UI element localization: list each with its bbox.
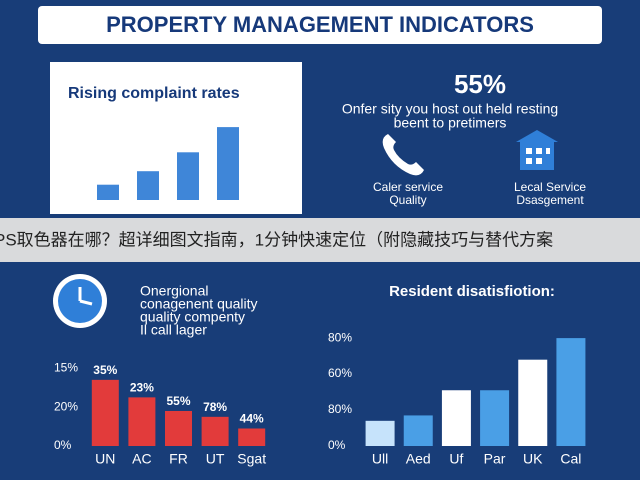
- clock-icon: [53, 274, 107, 328]
- bar: [238, 428, 266, 446]
- service-label: Quality: [389, 193, 426, 207]
- highlight-text: beent to pretimers: [394, 115, 507, 131]
- title-bar: [38, 6, 602, 44]
- annotation: 35%: [93, 363, 117, 377]
- bar: [403, 415, 433, 446]
- y-tick-label: 15%: [54, 360, 78, 374]
- quality-text: Il call lager: [140, 322, 207, 338]
- bar: [177, 152, 199, 200]
- quality-text: Onergional: [140, 283, 209, 299]
- bar: [518, 359, 548, 446]
- x-tick-label: UN: [95, 451, 115, 467]
- service-label: Lecal Service: [514, 180, 586, 194]
- annotation: 23%: [130, 381, 154, 395]
- bar: [201, 416, 229, 446]
- x-tick-label: UT: [206, 451, 225, 467]
- bar: [137, 171, 159, 200]
- title: PROPERTY MANAGEMENT INDICATORS: [106, 12, 534, 37]
- y-tick-label: 20%: [54, 399, 78, 413]
- x-tick-label: Aed: [406, 451, 431, 467]
- y-tick-label: 0%: [328, 438, 346, 452]
- bar: [480, 390, 510, 446]
- x-tick-label: FR: [169, 451, 188, 467]
- annotation: 78%: [203, 400, 227, 414]
- annotation: 44%: [240, 412, 264, 426]
- highlight-figure: 55%: [454, 69, 506, 99]
- chart-title: Rising complaint rates: [68, 85, 240, 102]
- x-tick-label: Par: [484, 451, 506, 467]
- x-tick-label: Cal: [560, 451, 581, 467]
- bar: [165, 410, 192, 446]
- highlight-text: Onfer sity you host out held resting: [342, 101, 558, 117]
- banner: [0, 218, 640, 262]
- x-tick-label: Uf: [449, 451, 463, 467]
- bar: [97, 184, 119, 200]
- bar: [91, 379, 119, 446]
- y-tick-label: 80%: [328, 330, 352, 344]
- service-label: Caler service: [373, 180, 443, 194]
- bar: [217, 127, 239, 200]
- x-tick-label: UK: [523, 451, 543, 467]
- quality-text: quality compenty: [140, 309, 245, 325]
- building-icon: [516, 130, 558, 170]
- bar: [365, 420, 395, 446]
- bar: [128, 397, 156, 446]
- y-tick-label: 60%: [328, 366, 352, 380]
- service-label: Dsasgement: [516, 193, 584, 207]
- x-tick-label: AC: [132, 451, 151, 467]
- bar: [441, 390, 471, 446]
- annotation: 55%: [166, 394, 190, 408]
- bar: [556, 338, 586, 446]
- phone-icon: [382, 134, 424, 176]
- chart-title: Resident disatisfiotion:: [389, 283, 555, 300]
- panel: [50, 62, 302, 214]
- y-tick-label: 80%: [328, 402, 352, 416]
- x-tick-label: Ull: [372, 451, 388, 467]
- banner-text: PS取色器在哪？超详细图文指南，1分钟快速定位（附隐藏技巧与替代方案: [0, 230, 553, 249]
- quality-text: conagenent quality: [140, 296, 258, 312]
- y-tick-label: 0%: [54, 438, 72, 452]
- x-tick-label: Sgat: [237, 451, 266, 467]
